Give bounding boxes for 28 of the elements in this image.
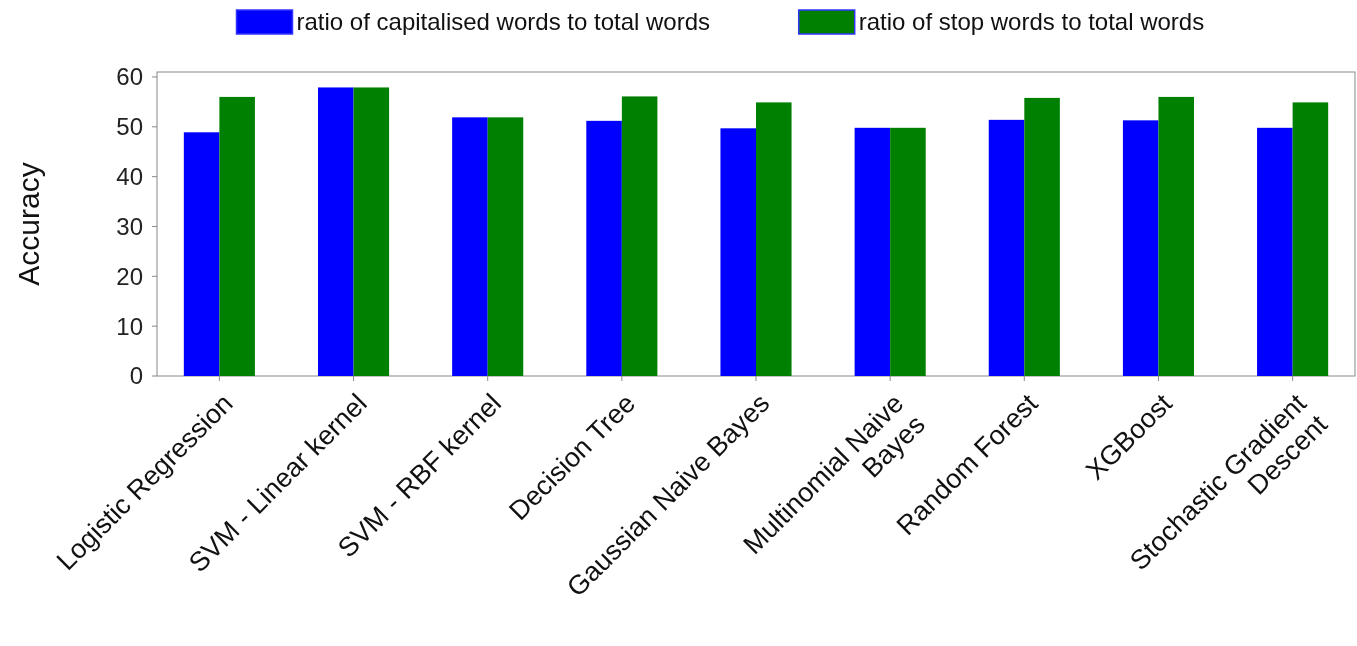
bar [988, 119, 1025, 376]
bar [452, 117, 488, 376]
bar [487, 117, 524, 376]
y-tick-label: 60 [116, 63, 143, 91]
bar [353, 87, 390, 376]
y-tick-label: 30 [116, 212, 143, 240]
bar [586, 120, 622, 376]
y-tick-label: 40 [116, 163, 143, 191]
bar [1292, 102, 1329, 376]
y-tick-label: 20 [116, 262, 143, 290]
y-axis-title: Accuracy [12, 162, 45, 286]
bar [756, 102, 792, 376]
y-tick-label: 10 [116, 312, 143, 340]
y-tick-label: 50 [116, 113, 143, 141]
bar [890, 127, 926, 376]
bar [183, 132, 220, 376]
bar [1257, 127, 1293, 376]
bar [720, 128, 756, 376]
bar [621, 96, 658, 376]
bar [317, 87, 354, 376]
legend-label: ratio of stop words to total words [858, 8, 1205, 36]
bar [1122, 120, 1159, 376]
bar [1158, 96, 1195, 376]
bar [1024, 97, 1060, 376]
y-tick-label: 0 [129, 362, 143, 390]
bar [219, 96, 255, 376]
legend-label: ratio of capitalised words to total words [296, 8, 711, 36]
bar [854, 127, 891, 376]
